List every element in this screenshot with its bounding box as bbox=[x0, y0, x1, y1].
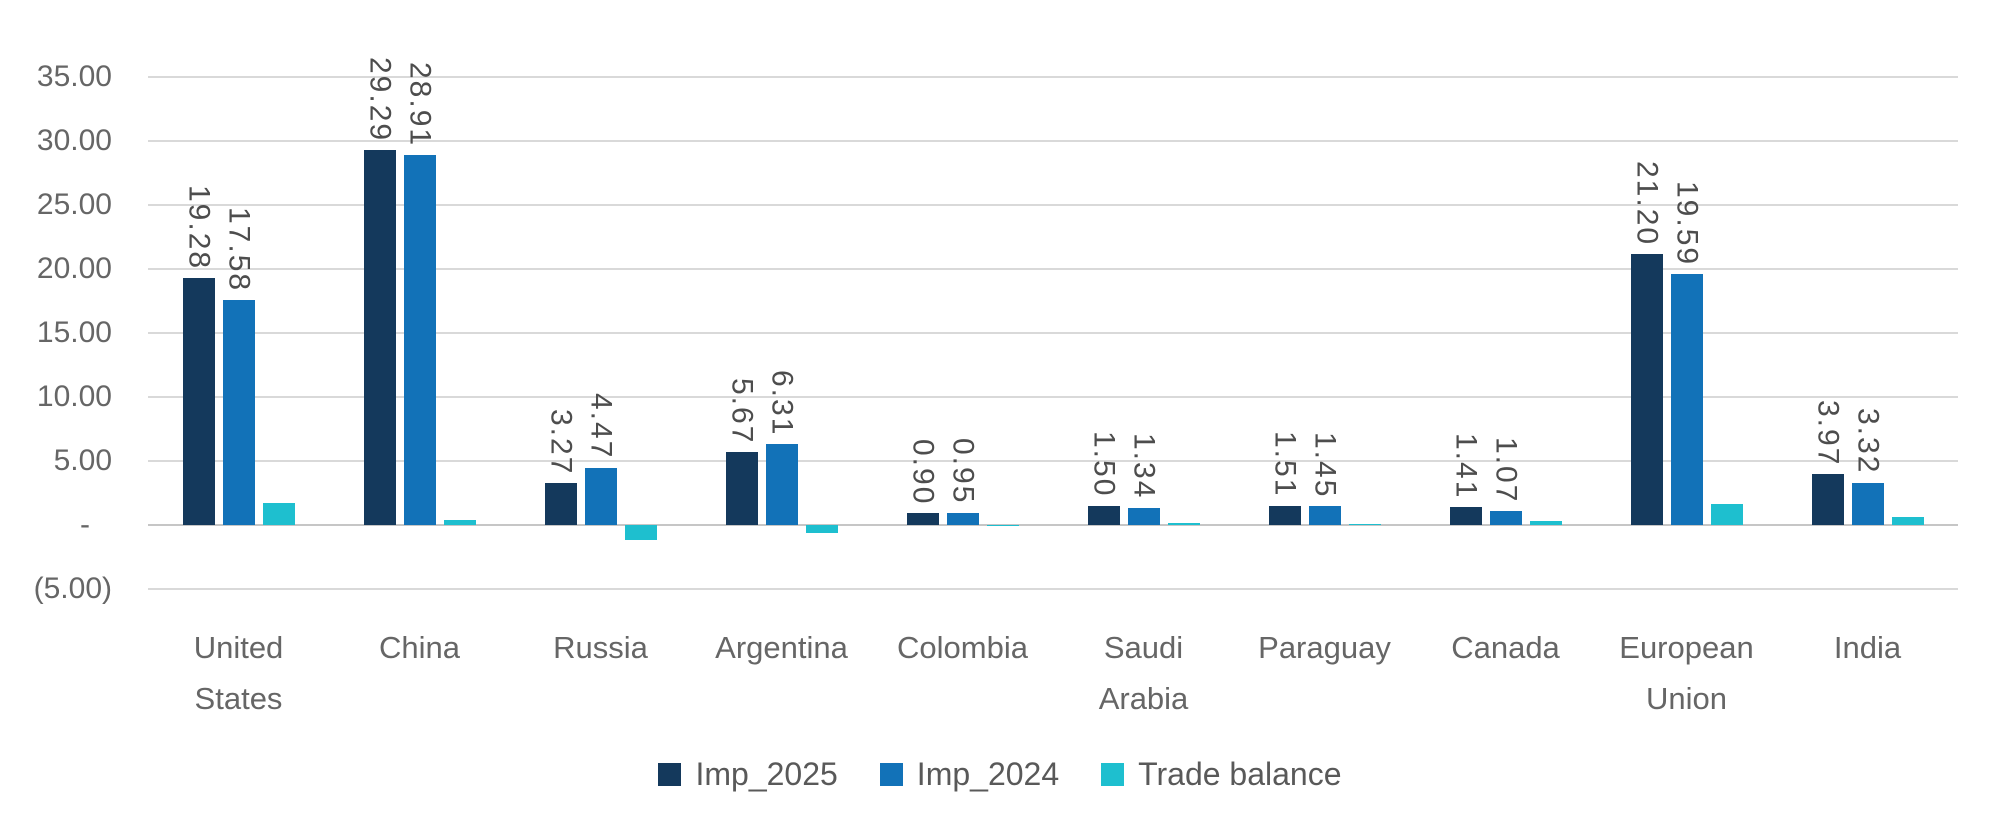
legend-item-imp-2024: Imp_2024 bbox=[879, 755, 1060, 793]
trade-balance-bar-argentina bbox=[805, 525, 838, 534]
imp-2024-bar-india bbox=[1851, 482, 1884, 525]
imp-2025-value-label-saudi-arabia: 1.50 bbox=[1087, 431, 1121, 498]
trade-balance-bar-european-union bbox=[1710, 504, 1743, 525]
y-tick-label: 20.00 bbox=[36, 252, 112, 285]
imp-2024-value-label-india: 3.32 bbox=[1851, 408, 1885, 475]
gridline bbox=[148, 204, 1958, 206]
imp-2024-bar-argentina bbox=[765, 444, 798, 525]
imp-2024-bar-saudi-arabia bbox=[1127, 507, 1160, 525]
imp-2025-bar-russia bbox=[544, 483, 577, 525]
imp-2024-bar-canada bbox=[1489, 511, 1522, 525]
trade-balance-bar-paraguay bbox=[1348, 524, 1381, 525]
imp-2025-bar-european-union bbox=[1630, 253, 1663, 525]
imp-2024-bar-paraguay bbox=[1308, 506, 1341, 525]
trade-balance-bar-russia bbox=[624, 525, 657, 541]
legend-label: Imp_2025 bbox=[695, 755, 838, 792]
imp-2025-value-label-united-states: 19.28 bbox=[182, 185, 216, 271]
imp-2025-value-label-china: 29.29 bbox=[363, 57, 397, 143]
imp-2024-value-label-saudi-arabia: 1.34 bbox=[1127, 433, 1161, 500]
imp-2024-value-label-united-states: 17.58 bbox=[222, 206, 256, 292]
legend-label: Trade balance bbox=[1138, 755, 1342, 792]
trade-balance-bar-saudi-arabia bbox=[1167, 522, 1200, 525]
x-axis: United States China Russia Argentina Colombi… bbox=[148, 622, 1958, 742]
x-category-label-paraguay: Paraguay bbox=[1258, 630, 1391, 665]
imp-2025-value-label-argentina: 5.67 bbox=[725, 378, 759, 445]
imp-2025-bar-china bbox=[363, 150, 396, 525]
imp-2025-value-label-russia: 3.27 bbox=[544, 408, 578, 476]
imp-2024-bar-russia bbox=[584, 467, 617, 525]
y-tick-label: 30.00 bbox=[36, 124, 112, 157]
trade-balance-bar-india bbox=[1891, 516, 1924, 525]
imp-2024-bar-european-union bbox=[1670, 274, 1703, 525]
imp-2025-value-label-paraguay: 1.51 bbox=[1268, 431, 1302, 498]
imp-2025-value-label-india: 3.97 bbox=[1811, 399, 1845, 467]
y-tick-label: 15.00 bbox=[36, 316, 112, 349]
imp-2025-bar-colombia bbox=[906, 513, 939, 525]
gridline bbox=[148, 268, 1958, 270]
legend-swatch-icon bbox=[879, 762, 903, 786]
y-tick-label: - bbox=[80, 508, 90, 541]
imp-2024-value-label-russia: 4.47 bbox=[584, 393, 618, 460]
legend-label: Imp_2024 bbox=[916, 755, 1060, 792]
gridline bbox=[148, 76, 1958, 78]
trade-balance-bar-canada bbox=[1529, 520, 1562, 525]
imp-2024-bar-colombia bbox=[946, 512, 979, 525]
gridline bbox=[148, 140, 1958, 142]
imp-2025-bar-united-states bbox=[182, 278, 215, 525]
x-category-label-india: India bbox=[1833, 630, 1902, 665]
trade-balance-bar-united-states bbox=[262, 503, 295, 525]
plot-area: 19.28 17.58 29.29 28.91 3.27 4.47 5.67 6.31 0.90… bbox=[148, 57, 1958, 590]
legend-item-imp-2025: Imp_2025 bbox=[658, 755, 838, 793]
legend-swatch-icon bbox=[1101, 762, 1125, 786]
y-tick-label: 35.00 bbox=[36, 60, 112, 93]
imp-2025-value-label-colombia: 0.90 bbox=[906, 439, 940, 506]
gridline bbox=[148, 332, 1958, 334]
legend-swatch-icon bbox=[658, 762, 682, 786]
imp-2024-bar-china bbox=[403, 154, 436, 525]
legend: Imp_2025 Imp_2024 Trade balance bbox=[0, 742, 2000, 806]
y-tick-label: 10.00 bbox=[36, 380, 112, 413]
imp-2025-bar-argentina bbox=[725, 452, 758, 525]
imp-2025-bar-india bbox=[1811, 474, 1844, 525]
y-tick-label: (5.00) bbox=[33, 572, 112, 605]
trade-balance-bar-colombia bbox=[986, 525, 1019, 526]
gridline bbox=[148, 588, 1958, 590]
x-category-label-china: China bbox=[379, 630, 460, 665]
trade-balance-bar-china bbox=[443, 520, 476, 525]
x-category-label-canada: Canada bbox=[1451, 630, 1560, 665]
y-tick-label: 5.00 bbox=[53, 444, 112, 477]
imp-2024-value-label-european-union: 19.59 bbox=[1670, 181, 1704, 267]
imp-2025-bar-paraguay bbox=[1268, 505, 1301, 525]
x-category-label-saudi-arabia: Saudi Arabia bbox=[1098, 630, 1189, 716]
x-category-label-european-union: European Union bbox=[1619, 630, 1754, 716]
x-category-label-russia: Russia bbox=[553, 630, 648, 665]
legend-item-trade-balance: Trade balance bbox=[1101, 755, 1342, 793]
imp-2025-value-label-european-union: 21.20 bbox=[1630, 160, 1664, 246]
x-category-label-colombia: Colombia bbox=[897, 630, 1028, 665]
imp-2025-value-label-canada: 1.41 bbox=[1449, 432, 1483, 499]
imp-2024-value-label-paraguay: 1.45 bbox=[1308, 432, 1342, 499]
imp-2024-value-label-canada: 1.07 bbox=[1489, 436, 1523, 504]
imp-2024-value-label-argentina: 6.31 bbox=[765, 369, 799, 437]
x-category-label-united-states: United States bbox=[193, 630, 284, 716]
gridline bbox=[148, 460, 1958, 462]
imp-2025-bar-saudi-arabia bbox=[1087, 505, 1120, 525]
imp-2024-value-label-china: 28.91 bbox=[403, 61, 437, 147]
imp-2025-bar-canada bbox=[1449, 506, 1482, 525]
imp-2024-bar-united-states bbox=[222, 299, 255, 525]
zero-axis-line bbox=[148, 524, 1958, 526]
y-tick-label: 25.00 bbox=[36, 188, 112, 221]
imp-2024-value-label-colombia: 0.95 bbox=[946, 438, 980, 505]
gridline bbox=[148, 396, 1958, 398]
x-category-label-argentina: Argentina bbox=[715, 630, 848, 665]
